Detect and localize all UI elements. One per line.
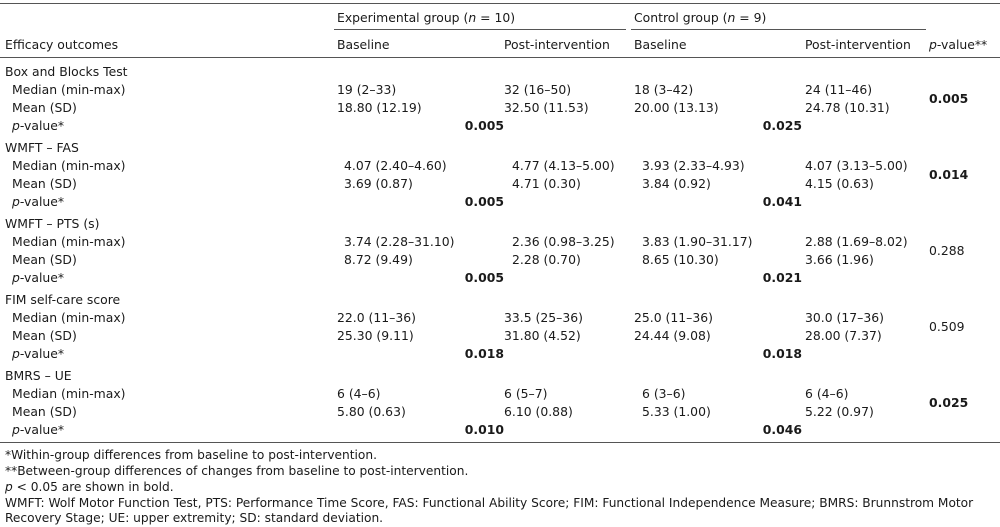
row-label-median: Median (min-max)	[12, 310, 126, 325]
cell-mean-exp-post: 4.71 (0.30)	[512, 176, 581, 191]
section-title: Box and Blocks Test	[5, 64, 128, 79]
between-pvalue: 0.025	[929, 395, 969, 410]
cell-median-ctrl-baseline: 3.93 (2.33–4.93)	[642, 158, 745, 173]
cell-mean-exp-post: 6.10 (0.88)	[504, 404, 573, 419]
row-label-mean: Mean (SD)	[12, 404, 77, 419]
cell-median-exp-baseline: 19 (2–33)	[337, 82, 397, 97]
cell-mean-exp-baseline: 18.80 (12.19)	[337, 100, 422, 115]
cell-median-ctrl-baseline: 18 (3–42)	[634, 82, 694, 97]
within-pvalue-ctrl: 0.041	[762, 194, 802, 209]
within-pvalue-ctrl: 0.018	[762, 346, 802, 361]
cell-median-ctrl-post: 6 (4–6)	[805, 386, 849, 401]
cell-median-exp-baseline: 22.0 (11–36)	[337, 310, 416, 325]
cell-mean-ctrl-post: 4.15 (0.63)	[805, 176, 874, 191]
row-label-median: Median (min-max)	[12, 386, 126, 401]
footnote-abbrev-2: Recovery Stage; UE: upper extremity; SD:…	[5, 511, 384, 525]
col-exp-post: Post-intervention	[504, 37, 610, 52]
within-pvalue-exp: 0.005	[464, 270, 504, 285]
row-label-mean: Mean (SD)	[12, 328, 77, 343]
cell-median-ctrl-baseline: 3.83 (1.90–31.17)	[642, 234, 753, 249]
section-title: WMFT – FAS	[5, 140, 79, 155]
cell-mean-ctrl-baseline: 20.00 (13.13)	[634, 100, 719, 115]
between-pvalue: 0.509	[929, 319, 965, 334]
row-label-pvalue: p-value*	[12, 194, 65, 209]
ctrl-group-underline	[631, 29, 926, 30]
col-ctrl-post: Post-intervention	[805, 37, 911, 52]
cell-mean-ctrl-post: 3.66 (1.96)	[805, 252, 874, 267]
footnote-within: *Within-group differences from baseline …	[5, 448, 377, 462]
footnote-abbrev-1: WMFT: Wolf Motor Function Test, PTS: Per…	[5, 496, 974, 510]
cell-mean-exp-post: 32.50 (11.53)	[504, 100, 589, 115]
row-label-pvalue: p-value*	[12, 270, 65, 285]
cell-median-ctrl-post: 4.07 (3.13–5.00)	[805, 158, 908, 173]
exp-group-header: Experimental group (n = 10)	[337, 10, 516, 25]
cell-mean-ctrl-post: 24.78 (10.31)	[805, 100, 890, 115]
header-rule	[0, 57, 1000, 58]
cell-median-ctrl-post: 24 (11–46)	[805, 82, 873, 97]
cell-mean-exp-baseline: 25.30 (9.11)	[337, 328, 414, 343]
within-pvalue-exp: 0.005	[464, 194, 504, 209]
cell-mean-ctrl-post: 28.00 (7.37)	[805, 328, 882, 343]
cell-mean-exp-baseline: 5.80 (0.63)	[337, 404, 406, 419]
top-rule	[0, 3, 1000, 4]
cell-median-ctrl-post: 30.0 (17–36)	[805, 310, 884, 325]
row-label-mean: Mean (SD)	[12, 252, 77, 267]
col-between-pvalue: p-value**	[929, 37, 988, 52]
cell-median-exp-baseline: 6 (4–6)	[337, 386, 381, 401]
cell-mean-exp-baseline: 8.72 (9.49)	[344, 252, 413, 267]
footnote-between: **Between-group differences of changes f…	[5, 464, 469, 478]
within-pvalue-exp: 0.010	[464, 422, 504, 437]
col-efficacy-outcomes: Efficacy outcomes	[5, 37, 119, 52]
within-pvalue-exp: 0.005	[464, 118, 504, 133]
within-pvalue-ctrl: 0.021	[762, 270, 802, 285]
cell-median-exp-post: 2.36 (0.98–3.25)	[512, 234, 615, 249]
cell-median-ctrl-baseline: 25.0 (11–36)	[634, 310, 713, 325]
cell-mean-ctrl-post: 5.22 (0.97)	[805, 404, 874, 419]
exp-group-underline	[334, 29, 626, 30]
row-label-median: Median (min-max)	[12, 158, 126, 173]
col-exp-baseline: Baseline	[337, 37, 390, 52]
cell-median-exp-baseline: 4.07 (2.40–4.60)	[344, 158, 447, 173]
cell-mean-ctrl-baseline: 8.65 (10.30)	[642, 252, 719, 267]
ctrl-group-header: Control group (n = 9)	[634, 10, 767, 25]
within-pvalue-ctrl: 0.025	[762, 118, 802, 133]
row-label-pvalue: p-value*	[12, 422, 65, 437]
section-title: FIM self-care score	[5, 292, 121, 307]
cell-median-ctrl-post: 2.88 (1.69–8.02)	[805, 234, 908, 249]
footnote-bold: p < 0.05 are shown in bold.	[5, 480, 174, 494]
col-ctrl-baseline: Baseline	[634, 37, 687, 52]
cell-median-exp-post: 32 (16–50)	[504, 82, 572, 97]
between-pvalue: 0.005	[929, 91, 969, 106]
cell-median-exp-baseline: 3.74 (2.28–31.10)	[344, 234, 455, 249]
cell-mean-ctrl-baseline: 5.33 (1.00)	[642, 404, 711, 419]
between-pvalue: 0.288	[929, 243, 965, 258]
row-label-pvalue: p-value*	[12, 346, 65, 361]
cell-mean-ctrl-baseline: 24.44 (9.08)	[634, 328, 711, 343]
row-label-pvalue: p-value*	[12, 118, 65, 133]
section-title: WMFT – PTS (s)	[5, 216, 100, 231]
row-label-mean: Mean (SD)	[12, 176, 77, 191]
within-pvalue-exp: 0.018	[464, 346, 504, 361]
cell-mean-exp-baseline: 3.69 (0.87)	[344, 176, 413, 191]
row-label-mean: Mean (SD)	[12, 100, 77, 115]
section-title: BMRS – UE	[5, 368, 72, 383]
cell-median-exp-post: 6 (5–7)	[504, 386, 548, 401]
cell-mean-exp-post: 31.80 (4.52)	[504, 328, 581, 343]
cell-mean-exp-post: 2.28 (0.70)	[512, 252, 581, 267]
cell-median-exp-post: 4.77 (4.13–5.00)	[512, 158, 615, 173]
bottom-rule	[0, 442, 1000, 443]
cell-median-exp-post: 33.5 (25–36)	[504, 310, 583, 325]
between-pvalue: 0.014	[929, 167, 969, 182]
row-label-median: Median (min-max)	[12, 234, 126, 249]
within-pvalue-ctrl: 0.046	[762, 422, 802, 437]
row-label-median: Median (min-max)	[12, 82, 126, 97]
cell-median-ctrl-baseline: 6 (3–6)	[642, 386, 686, 401]
cell-mean-ctrl-baseline: 3.84 (0.92)	[642, 176, 711, 191]
